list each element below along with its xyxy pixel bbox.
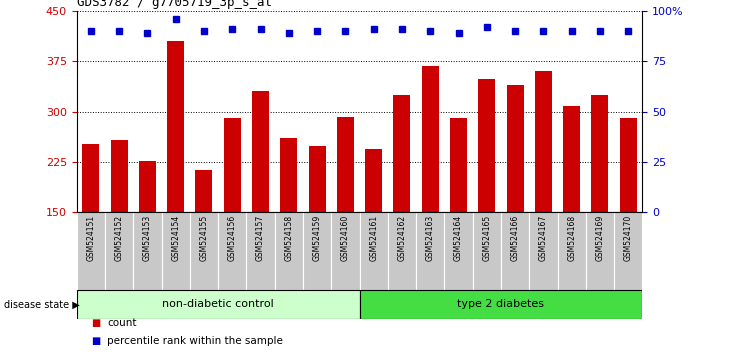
Bar <box>359 290 642 319</box>
Text: GSM524164: GSM524164 <box>454 215 463 261</box>
Bar <box>223 118 241 212</box>
Bar <box>218 212 246 290</box>
Bar <box>586 212 614 290</box>
Bar <box>280 138 297 212</box>
Bar <box>77 212 105 290</box>
Bar <box>416 212 445 290</box>
Text: GSM524162: GSM524162 <box>397 215 407 261</box>
Text: GSM524159: GSM524159 <box>312 215 322 261</box>
Text: GSM524153: GSM524153 <box>143 215 152 261</box>
Bar <box>535 71 552 212</box>
Bar <box>393 95 410 212</box>
Text: ■: ■ <box>91 336 101 346</box>
Bar <box>110 140 128 212</box>
Bar <box>365 149 383 212</box>
Bar <box>422 66 439 212</box>
Text: GSM524160: GSM524160 <box>341 215 350 261</box>
Text: count: count <box>107 318 137 328</box>
Text: GSM524169: GSM524169 <box>596 215 604 261</box>
Text: GSM524165: GSM524165 <box>483 215 491 261</box>
Bar <box>507 85 523 212</box>
Text: disease state ▶: disease state ▶ <box>4 299 80 309</box>
Text: GSM524167: GSM524167 <box>539 215 548 261</box>
Bar <box>105 212 133 290</box>
Text: GSM524152: GSM524152 <box>115 215 123 261</box>
Bar <box>252 91 269 212</box>
Text: GSM524156: GSM524156 <box>228 215 237 261</box>
Text: GSM524155: GSM524155 <box>199 215 209 261</box>
Bar <box>564 106 580 212</box>
Bar <box>190 212 218 290</box>
Text: GSM524168: GSM524168 <box>567 215 576 261</box>
Bar <box>196 170 212 212</box>
Text: GSM524154: GSM524154 <box>171 215 180 261</box>
Bar <box>303 212 331 290</box>
Bar <box>167 41 184 212</box>
Text: percentile rank within the sample: percentile rank within the sample <box>107 336 283 346</box>
Bar <box>478 79 495 212</box>
Text: ■: ■ <box>91 318 101 328</box>
Bar <box>501 212 529 290</box>
Bar <box>133 212 161 290</box>
Bar <box>247 212 274 290</box>
Bar <box>337 117 354 212</box>
Bar <box>450 118 467 212</box>
Text: GSM524151: GSM524151 <box>86 215 96 261</box>
Bar <box>139 161 156 212</box>
Text: GSM524163: GSM524163 <box>426 215 435 261</box>
Bar <box>161 212 190 290</box>
Bar <box>331 212 360 290</box>
Text: non-diabetic control: non-diabetic control <box>162 299 274 309</box>
Bar <box>388 212 416 290</box>
Bar <box>274 212 303 290</box>
Text: type 2 diabetes: type 2 diabetes <box>458 299 545 309</box>
Text: GSM524170: GSM524170 <box>623 215 633 261</box>
Bar <box>591 95 609 212</box>
Bar <box>82 144 99 212</box>
Bar <box>445 212 473 290</box>
Text: GSM524157: GSM524157 <box>256 215 265 261</box>
Text: GSM524158: GSM524158 <box>284 215 293 261</box>
Bar <box>529 212 558 290</box>
Bar <box>77 290 359 319</box>
Bar <box>309 147 326 212</box>
Text: GSM524166: GSM524166 <box>510 215 520 261</box>
Bar <box>558 212 586 290</box>
Text: GDS3782 / g7705719_3p_s_at: GDS3782 / g7705719_3p_s_at <box>77 0 272 10</box>
Bar <box>473 212 501 290</box>
Bar <box>620 118 637 212</box>
Text: GSM524161: GSM524161 <box>369 215 378 261</box>
Bar <box>359 212 388 290</box>
Bar <box>614 212 642 290</box>
